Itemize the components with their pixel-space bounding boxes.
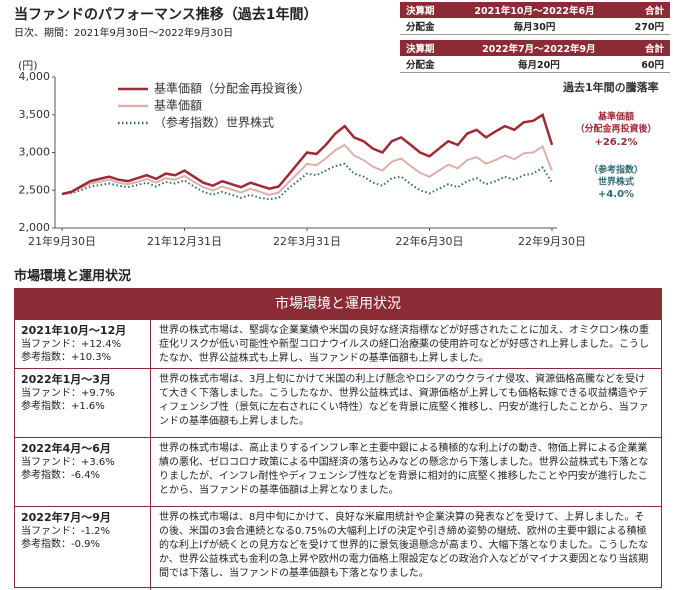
cell: 毎月20円: [454, 56, 624, 73]
index-return: 参考指数：+10.3%: [21, 352, 112, 363]
cell: 270円: [617, 18, 670, 35]
description: 世界の株式市場は、堅調な企業業績や米国の良好な経済指標などが好感されたことに加え…: [159, 325, 649, 364]
cell: 分配金: [400, 18, 452, 35]
header-cell: 合計: [623, 40, 670, 56]
legend-label: 基準価額: [154, 98, 202, 113]
header-cell: 合計: [617, 2, 670, 18]
cell: 毎月30円: [451, 18, 618, 35]
period-cell: 2022年4月～6月 当ファンド：+3.6% 参考指数：-6.4%: [15, 438, 151, 506]
section-heading: 市場環境と運用状況: [14, 269, 132, 284]
annotation: 過去1年間の騰落率: [562, 80, 659, 94]
title: 当ファンドのパフォーマンス推移（過去1年間）: [14, 7, 318, 23]
period: 2021年10月～12月: [21, 324, 127, 337]
table-row: 2021年10月～12月 当ファンド：+12.4% 参考指数：+10.3% 世界の株式…: [15, 319, 661, 368]
annotation: 世界株式: [598, 176, 634, 188]
period-cell: 2022年1月～3月 当ファンド：+9.7% 参考指数：+1.6%: [15, 369, 151, 437]
table-title: 市場環境と運用状況: [15, 289, 661, 319]
series-line: [61, 112, 554, 196]
header-cell: 決算期: [400, 40, 455, 56]
cell: 分配金: [400, 56, 455, 73]
index-return: 参考指数：+1.6%: [21, 401, 105, 412]
distribution-table: 決算期 2022年7月～2022年9月 合計 分配金 毎月20円 60円: [400, 40, 670, 73]
index-return: 参考指数：-6.4%: [21, 470, 101, 481]
x-tick-label: 22年9月30日: [518, 234, 586, 248]
data-row: 分配金 毎月30円 270円: [400, 18, 670, 35]
fund-return: 当ファンド：+12.4%: [21, 339, 122, 350]
period-cell: 2021年10月～12月 当ファンド：+12.4% 参考指数：+10.3%: [15, 320, 151, 368]
series-line: [61, 162, 553, 201]
y-tick-label: 4,000: [19, 70, 51, 83]
header-cell: 決算期: [400, 2, 452, 18]
fund-return: 当ファンド：+9.7%: [21, 388, 115, 399]
y-tick-label: 2,000: [19, 221, 51, 234]
x-tick-label: 21年9月30日: [28, 234, 96, 248]
header-cell: 2022年7月～2022年9月: [454, 40, 624, 56]
distribution-table: 決算期 2021年10月～2022年6月 合計 分配金 毎月30円 270円: [400, 2, 670, 35]
x-tick-label: 22年6月30日: [396, 234, 464, 248]
header-row: 決算期 2021年10月～2022年6月 合計: [400, 2, 670, 18]
period: 2022年1月～3月: [21, 373, 111, 386]
annotation: 基準価額: [597, 111, 634, 123]
header-cell: 2021年10月～2022年6月: [451, 2, 618, 18]
period: 2022年4月～6月: [21, 442, 111, 455]
period-cell: 2022年7月～9月 当ファンド：-1.2% 参考指数：-0.9%: [15, 507, 151, 590]
data-row: 分配金 毎月20円 60円: [400, 56, 670, 73]
x-tick-label: 22年3月31日: [273, 234, 341, 248]
description: 世界の株式市場は、3月上旬にかけて米国の利上げ懸念やロシアのウクライナ侵攻、資源…: [159, 374, 649, 427]
y-tick-label: 2,500: [19, 183, 51, 196]
x-tick-label: 21年12月31日: [147, 234, 222, 248]
annotation: （分配金再投資後）: [575, 123, 656, 135]
table-row: 2022年4月～6月 当ファンド：+3.6% 参考指数：-6.4% 世界の株式市場は、…: [15, 437, 661, 506]
fund-return: 当ファンド：+3.6%: [21, 457, 115, 468]
description: 世界の株式市場は、高止まりするインフレ率と主要中銀による積極的な利上げの動き、物…: [159, 443, 649, 496]
y-axis-label: (円): [18, 59, 38, 72]
legend-label: （参考指数）世界株式: [154, 115, 274, 130]
table-row: 2022年7月～9月 当ファンド：-1.2% 参考指数：-0.9% 世界の株式市場は、…: [15, 506, 661, 590]
annotation: （参考指数）: [589, 164, 643, 176]
y-tick-label: 3,000: [19, 146, 51, 159]
fund-return: 当ファンド：-1.2%: [21, 526, 111, 537]
header-row: 決算期 2022年7月～2022年9月 合計: [400, 40, 670, 56]
annotation: +26.2%: [594, 137, 637, 148]
market-table: 市場環境と運用状況 2021年10月～12月 当ファンド：+12.4% 参考指数：+…: [14, 288, 662, 590]
table-row: 2022年1月～3月 当ファンド：+9.7% 参考指数：+1.6% 世界の株式市場は、…: [15, 368, 661, 437]
subtitle: 日次、期間：2021年9月30日～2022年9月30日: [14, 28, 234, 39]
period: 2022年7月～9月: [21, 511, 111, 524]
index-return: 参考指数：-0.9%: [21, 539, 101, 550]
cell: 60円: [623, 56, 670, 73]
annotation: +4.0%: [598, 189, 634, 200]
legend-label: 基準価額（分配金再投資後）: [154, 81, 310, 96]
y-tick-label: 3,500: [19, 108, 51, 121]
description: 世界の株式市場は、8月中旬にかけて、良好な米雇用統計や企業決算の発表などを受けて…: [159, 512, 649, 579]
series-line: [61, 143, 553, 196]
chart: (円) 2,000 2,500 3,000 3,500 4,000 21年9月30日 21年1…: [18, 59, 659, 248]
